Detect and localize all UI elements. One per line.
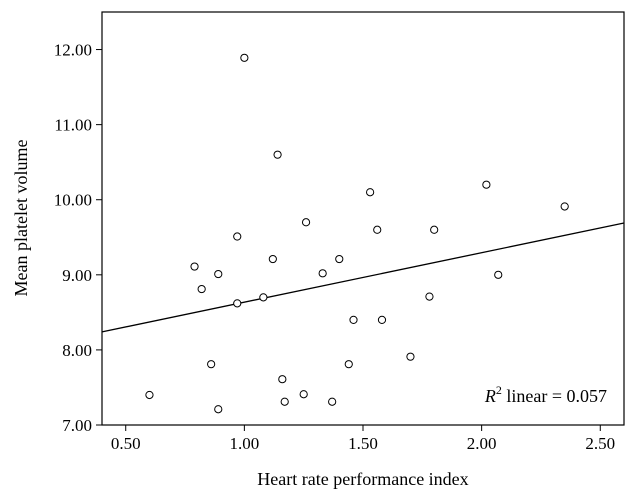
axis-ticks: 0.50 1.00 1.50 2.00 2.50 7.00 8.00 9.00 10.00 11.… <box>54 41 615 453</box>
data-point-5 <box>214 405 223 414</box>
data-point-23 <box>377 315 387 324</box>
data-point-10 <box>268 254 277 264</box>
data-point-18 <box>335 254 344 264</box>
x-tick-label-2: 1.50 <box>348 434 378 453</box>
data-point-22 <box>373 225 382 234</box>
data-point-1 <box>190 262 199 271</box>
data-point-16 <box>318 269 327 278</box>
data-point-14 <box>299 390 308 399</box>
data-point-15 <box>301 218 311 227</box>
data-point-4 <box>214 269 223 279</box>
x-tick-label-4: 2.50 <box>585 434 615 453</box>
data-point-26 <box>430 225 439 234</box>
y-tick-label-2: 9.00 <box>62 266 92 285</box>
data-point-6 <box>233 232 242 241</box>
y-tick-label-3: 10.00 <box>54 191 92 210</box>
data-point-8 <box>240 53 249 62</box>
data-point-9 <box>259 293 268 302</box>
r-squared-annotation: R2 linear = 0.057 <box>484 383 607 406</box>
data-point-0 <box>145 390 154 400</box>
y-tick-label-5: 12.00 <box>54 41 92 60</box>
plot-area <box>101 11 625 426</box>
y-tick-label-1: 8.00 <box>62 341 92 360</box>
data-point-2 <box>197 284 206 294</box>
data-point-12 <box>278 375 287 384</box>
data-point-25 <box>425 292 434 301</box>
y-tick-label-0: 7.00 <box>62 416 92 435</box>
data-point-24 <box>406 352 415 361</box>
regression-line <box>101 222 625 333</box>
data-point-13 <box>280 397 289 406</box>
data-point-7 <box>233 299 242 308</box>
data-point-17 <box>328 397 337 406</box>
x-tick-label-1: 1.00 <box>229 434 259 453</box>
data-point-20 <box>349 315 358 324</box>
fit-line-layer <box>101 222 625 333</box>
data-point-11 <box>273 150 282 159</box>
data-point-21 <box>366 188 375 197</box>
data-points <box>145 53 569 414</box>
data-point-3 <box>207 360 216 369</box>
x-tick-label-0: 0.50 <box>111 434 141 453</box>
data-point-29 <box>560 202 569 211</box>
x-axis-label: Heart rate performance index <box>257 469 468 489</box>
x-tick-label-3: 2.00 <box>467 434 497 453</box>
data-point-27 <box>482 180 491 189</box>
data-point-19 <box>344 360 353 369</box>
data-point-28 <box>494 270 503 279</box>
y-axis-label: Mean platelet volume <box>11 140 31 297</box>
y-tick-label-4: 11.00 <box>54 116 92 135</box>
